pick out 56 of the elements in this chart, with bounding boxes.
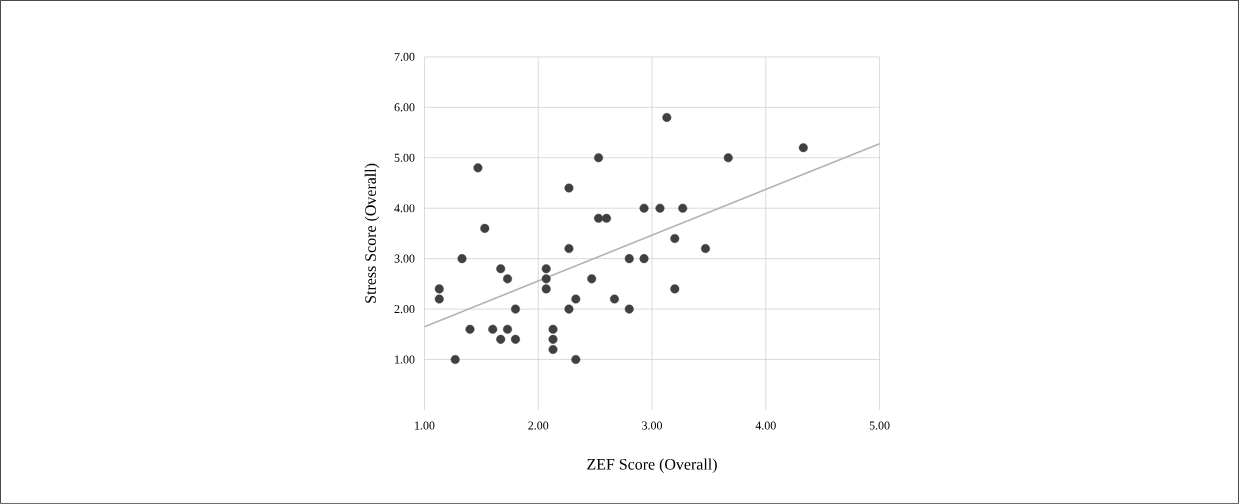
point [496,334,506,344]
x-tick-label: 3.00 [642,421,663,430]
point [496,264,506,274]
point [541,274,551,284]
point [571,355,581,365]
point [564,183,574,193]
y-tick-label: 3.00 [394,254,415,263]
point [564,244,574,254]
point [670,234,680,244]
point [594,213,604,223]
point [434,284,444,294]
point [564,304,574,314]
y-tick-label: 2.00 [394,305,415,314]
point [602,213,612,223]
point [655,203,665,213]
point [624,304,634,314]
x-tick-label: 5.00 [869,421,890,430]
point [639,254,649,264]
y-tick-label: 7.00 [394,52,415,62]
point [548,324,558,334]
point [450,355,460,365]
point [700,244,710,254]
point [798,143,808,153]
point [548,345,558,354]
point [639,203,649,213]
y-tick-label: 5.00 [394,153,415,162]
y-tick-label: 1.00 [395,355,415,364]
y-tick-label: 4.00 [394,204,415,213]
y-axis-title: Stress Score (Overall) [364,163,380,303]
point [548,334,558,344]
point [465,324,475,334]
point [723,153,733,163]
point [510,334,520,344]
point [662,112,672,122]
x-tick-label: 4.00 [755,421,776,430]
point [541,284,551,294]
point [434,294,444,304]
point [624,254,634,264]
point [473,163,483,173]
point [541,264,551,274]
x-tick-label: 1.00 [415,421,435,430]
point [670,284,680,294]
point [480,223,490,233]
point [503,324,513,334]
point [457,254,467,264]
x-tick-label: 2.00 [528,421,549,430]
point [503,274,513,284]
point [609,294,619,304]
point [488,324,498,334]
point [510,304,520,314]
y-tick-label: 6.00 [394,103,415,112]
x-axis-title: ZEF Score (Overall) [587,458,717,473]
point [571,294,581,304]
point [678,203,688,213]
point [594,153,604,163]
point [587,274,597,284]
